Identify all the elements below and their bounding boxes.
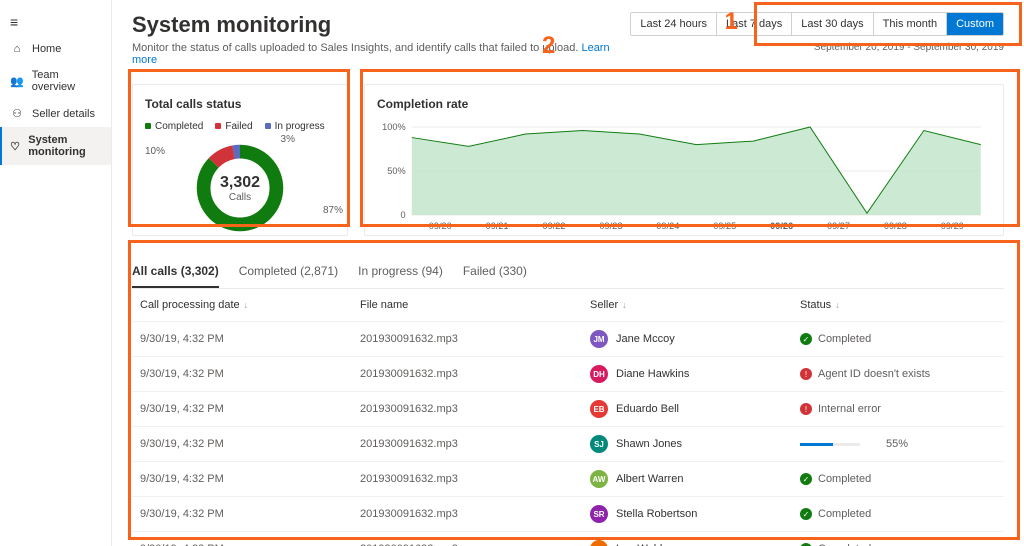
nav-icon: ⌂ (10, 43, 24, 55)
avatar: DH (590, 365, 608, 383)
tab-0[interactable]: All calls (3,302) (132, 256, 219, 288)
table-row[interactable]: 9/30/19, 4:32 PM 201930091632.mp3 AWAlbe… (132, 462, 1004, 497)
card-title: Total calls status (145, 97, 335, 111)
page-title: System monitoring (132, 12, 630, 38)
svg-text:09/20: 09/20 (429, 221, 452, 231)
table-row[interactable]: 9/30/19, 4:32 PM 201930091632.mp3 JMJane… (132, 322, 1004, 357)
timeframe-last-24-hours[interactable]: Last 24 hours (631, 13, 717, 35)
sidebar-item-team-overview[interactable]: 👥Team overview (0, 62, 111, 100)
main-content: System monitoring Monitor the status of … (112, 0, 1024, 546)
timeframe-last-7-days[interactable]: Last 7 days (717, 13, 792, 35)
column-header[interactable]: File name (352, 289, 582, 322)
svg-text:09/24: 09/24 (656, 221, 679, 231)
calls-table: Call processing date↓File nameSeller↓Sta… (132, 289, 1004, 546)
line-chart: 0 50% 100% 09/20 09/21 09/22 09/23 09/24 09/25 09… (377, 121, 991, 233)
table-row[interactable]: 9/30/19, 4:32 PM 201930091632.mp3 SJShaw… (132, 427, 1004, 462)
status-badge: ✓Completed (800, 508, 996, 520)
date-range-label: September 20, 2019 - September 30, 2019 (630, 42, 1004, 53)
svg-text:50%: 50% (387, 166, 405, 176)
status-badge: 55% (800, 438, 996, 450)
avatar: AW (590, 470, 608, 488)
tab-1[interactable]: Completed (2,871) (239, 256, 338, 288)
avatar: SR (590, 505, 608, 523)
table-row[interactable]: 9/30/19, 4:32 PM 201930091632.mp3 LWLee … (132, 532, 1004, 546)
sidebar: ≡ ⌂Home👥Team overview⚇Seller details♡Sys… (0, 0, 112, 546)
svg-text:09/23: 09/23 (599, 221, 622, 231)
status-badge: !Internal error (800, 403, 996, 415)
tab-2[interactable]: In progress (94) (358, 256, 443, 288)
status-badge: !Agent ID doesn't exists (800, 368, 996, 380)
nav-icon: 👥 (10, 75, 24, 88)
hamburger-icon[interactable]: ≡ (0, 8, 111, 36)
calls-table-area: All calls (3,302) Completed (2,871) In pro… (132, 256, 1004, 546)
completion-rate-card: Completion rate 050%100%09/2009/2109/220… (364, 84, 1004, 236)
status-badge: ✓Completed (800, 473, 996, 485)
column-header[interactable]: Call processing date↓ (132, 289, 352, 322)
svg-text:09/26: 09/26 (770, 221, 793, 231)
total-calls-card: Total calls status CompletedFailedIn pro… (132, 84, 348, 236)
svg-text:09/22: 09/22 (543, 221, 566, 231)
card-title: Completion rate (377, 97, 991, 111)
sidebar-item-home[interactable]: ⌂Home (0, 36, 111, 62)
avatar: LW (590, 540, 608, 546)
table-tabs: All calls (3,302) Completed (2,871) In pro… (132, 256, 1004, 289)
nav-icon: ♡ (10, 140, 20, 153)
table-row[interactable]: 9/30/19, 4:32 PM 201930091632.mp3 DHDian… (132, 357, 1004, 392)
sidebar-item-system-monitoring[interactable]: ♡System monitoring (0, 127, 111, 165)
sidebar-item-seller-details[interactable]: ⚇Seller details (0, 100, 111, 127)
svg-text:09/27: 09/27 (827, 221, 850, 231)
svg-text:09/28: 09/28 (884, 221, 907, 231)
svg-text:09/25: 09/25 (713, 221, 736, 231)
column-header[interactable]: Seller↓ (582, 289, 792, 322)
svg-text:100%: 100% (382, 122, 406, 132)
timeframe-selector: Last 24 hoursLast 7 daysLast 30 daysThis… (630, 12, 1004, 36)
svg-text:09/21: 09/21 (486, 221, 509, 231)
timeframe-custom[interactable]: Custom (947, 13, 1003, 35)
svg-text:09/29: 09/29 (941, 221, 964, 231)
status-badge: ✓Completed (800, 333, 996, 345)
avatar: JM (590, 330, 608, 348)
table-row[interactable]: 9/30/19, 4:32 PM 201930091632.mp3 EBEdua… (132, 392, 1004, 427)
tab-3[interactable]: Failed (330) (463, 256, 527, 288)
table-row[interactable]: 9/30/19, 4:32 PM 201930091632.mp3 SRStel… (132, 497, 1004, 532)
donut-chart: 3,302 Calls 87% 10% 3% (145, 140, 335, 236)
timeframe-this-month[interactable]: This month (874, 13, 947, 35)
avatar: SJ (590, 435, 608, 453)
svg-text:0: 0 (401, 210, 406, 220)
page-subtitle: Monitor the status of calls uploaded to … (132, 42, 630, 66)
timeframe-last-30-days[interactable]: Last 30 days (792, 13, 873, 35)
avatar: EB (590, 400, 608, 418)
nav-icon: ⚇ (10, 107, 24, 120)
column-header[interactable]: Status↓ (792, 289, 1004, 322)
